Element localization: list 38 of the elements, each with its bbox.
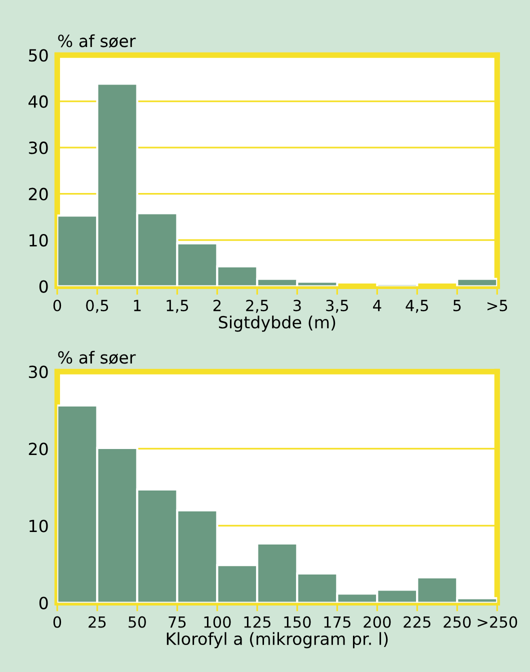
x-tick-label: 0 (53, 616, 62, 628)
x-tick-label: 100 (204, 616, 231, 628)
x-tick-label: 3 (293, 300, 301, 312)
y-axis-title: % af søer (58, 34, 136, 48)
x-tick-label: 2 (213, 300, 221, 312)
y-tick-label: 40 (28, 95, 48, 108)
y-tick-label: 0 (39, 280, 48, 293)
x-tick-label: 0,5 (86, 300, 108, 313)
y-tick-label: 30 (28, 366, 48, 378)
x-tick-label: 1,5 (166, 300, 188, 313)
x-tick-label: 4 (373, 300, 382, 312)
x-axis-title: Klorofyl a (mikrogram pr. l) (166, 632, 388, 648)
x-tick-label: 4,5 (406, 300, 428, 313)
x-tick-label: 2,5 (246, 300, 268, 313)
x-tick-label: 50 (128, 616, 146, 628)
x-tick-label: 75 (168, 616, 186, 628)
y-tick-label: 20 (28, 442, 48, 456)
x-tick-label: 3,5 (326, 300, 348, 313)
y-axis-title: % af søer (58, 350, 136, 364)
y-tick-label: 50 (28, 49, 48, 62)
x-tick-label: 175 (324, 616, 350, 628)
x-tick-label: 0 (53, 300, 62, 312)
x-tick-label: 200 (364, 616, 391, 628)
x-tick-label: 5 (453, 300, 461, 312)
y-tick-label: 30 (28, 142, 48, 154)
x-tick-label: >5 (487, 300, 508, 312)
y-tick-label: 20 (28, 188, 48, 200)
y-tick-label: 10 (30, 234, 48, 247)
x-tick-label: 125 (244, 616, 270, 628)
x-axis-title: Sigtdybde (m) (218, 316, 336, 332)
x-tick-label: 150 (284, 616, 311, 628)
x-tick-label: 1 (134, 300, 141, 312)
x-tick-label: 250 (444, 616, 471, 628)
x-tick-label: 225 (404, 616, 430, 628)
x-tick-label: >250 (478, 616, 518, 628)
x-tick-label: 25 (88, 616, 106, 628)
y-tick-label: 10 (30, 520, 48, 532)
y-tick-label: 0 (39, 596, 48, 610)
